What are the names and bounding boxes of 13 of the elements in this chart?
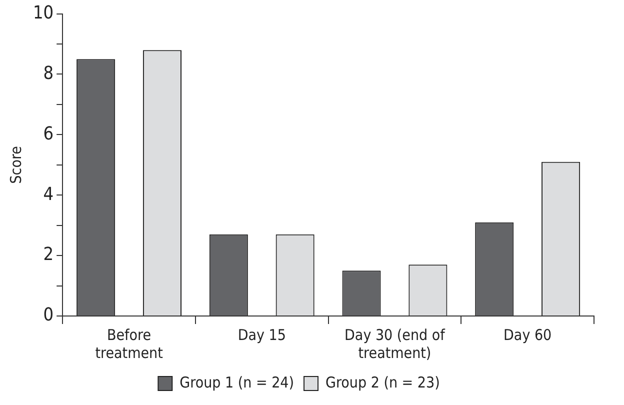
y-tick-label: 8 (43, 62, 54, 84)
x-tick-label: Day 60 (504, 326, 552, 344)
y-tick-label: 10 (32, 2, 54, 24)
legend-label: Group 2 (n = 23) (326, 373, 440, 392)
x-tick-label: Before treatment (95, 326, 163, 362)
legend-label: Group 1 (n = 24) (180, 373, 294, 392)
y-tick-label: 4 (43, 184, 54, 205)
x-tick-label: Day 30 (end of treatment) (344, 326, 446, 362)
y-tick-label: 2 (43, 244, 54, 266)
y-axis-title: Score (6, 146, 25, 184)
x-tick-label: Day 15 (238, 326, 286, 344)
y-tick-label: 0 (43, 304, 54, 326)
y-tick-label: 6 (43, 123, 54, 144)
